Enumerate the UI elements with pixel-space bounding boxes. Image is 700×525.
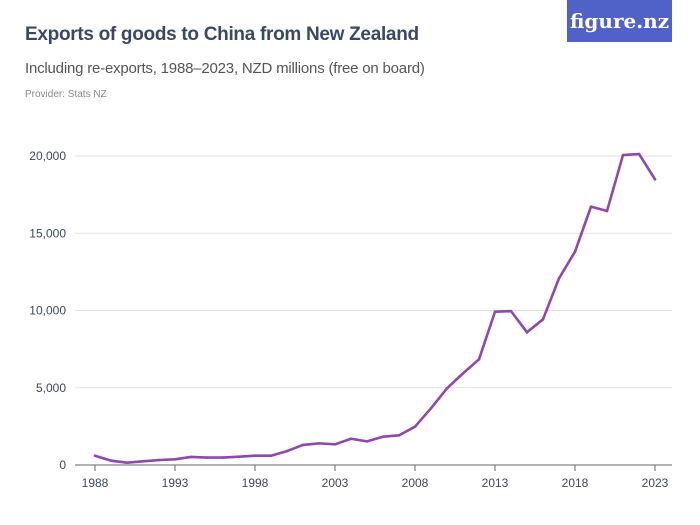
data-point bbox=[285, 449, 289, 453]
x-tick-label: 2008 bbox=[402, 476, 429, 490]
data-point bbox=[349, 437, 353, 441]
data-point bbox=[429, 406, 433, 410]
data-point bbox=[157, 458, 161, 462]
data-point bbox=[557, 277, 561, 280]
data-point bbox=[573, 250, 577, 253]
x-tick-label: 2018 bbox=[562, 476, 589, 490]
data-point bbox=[173, 457, 177, 461]
chart-title: Exports of goods to China from New Zeala… bbox=[25, 24, 419, 45]
data-point bbox=[237, 455, 241, 458]
series-line bbox=[94, 152, 657, 464]
data-point bbox=[605, 209, 609, 213]
data-point bbox=[253, 454, 257, 458]
data-point bbox=[109, 459, 113, 462]
data-point bbox=[141, 459, 145, 463]
x-tick-label: 2013 bbox=[482, 476, 509, 490]
data-point bbox=[397, 434, 401, 437]
data-point bbox=[317, 442, 321, 445]
data-point bbox=[381, 435, 385, 439]
provider-text: Provider: Stats NZ bbox=[25, 89, 107, 100]
data-point bbox=[221, 456, 225, 459]
data-point bbox=[461, 372, 465, 375]
data-point bbox=[493, 310, 497, 314]
data-point bbox=[653, 178, 657, 181]
data-point bbox=[589, 205, 593, 208]
data-point bbox=[301, 443, 305, 447]
data-point bbox=[509, 309, 513, 313]
x-tick-label: 1993 bbox=[162, 476, 189, 490]
y-tick-label: 0 bbox=[59, 458, 66, 472]
y-tick-label: 10,000 bbox=[29, 304, 66, 318]
data-point bbox=[445, 387, 449, 390]
data-point bbox=[125, 461, 129, 464]
data-point bbox=[365, 440, 369, 443]
x-tick-label: 2003 bbox=[322, 476, 349, 490]
figure-nz-logo[interactable]: figure.nz bbox=[567, 0, 672, 42]
data-point bbox=[637, 152, 641, 156]
data-point bbox=[93, 454, 97, 458]
y-tick-label: 15,000 bbox=[29, 226, 66, 240]
data-point bbox=[477, 358, 481, 361]
x-tick-label: 2023 bbox=[642, 476, 669, 490]
data-point bbox=[525, 330, 529, 334]
x-tick-label: 1988 bbox=[82, 476, 109, 490]
data-point bbox=[413, 425, 417, 428]
data-point bbox=[541, 318, 545, 321]
data-point bbox=[269, 454, 273, 458]
data-point bbox=[205, 456, 209, 459]
y-tick-label: 5,000 bbox=[36, 381, 66, 395]
x-tick-label: 1998 bbox=[242, 476, 269, 490]
chart-subtitle: Including re-exports, 1988–2023, NZD mil… bbox=[25, 60, 425, 77]
y-tick-label: 20,000 bbox=[29, 149, 66, 163]
data-point bbox=[621, 153, 625, 157]
data-point bbox=[333, 442, 337, 446]
data-point bbox=[189, 455, 193, 459]
